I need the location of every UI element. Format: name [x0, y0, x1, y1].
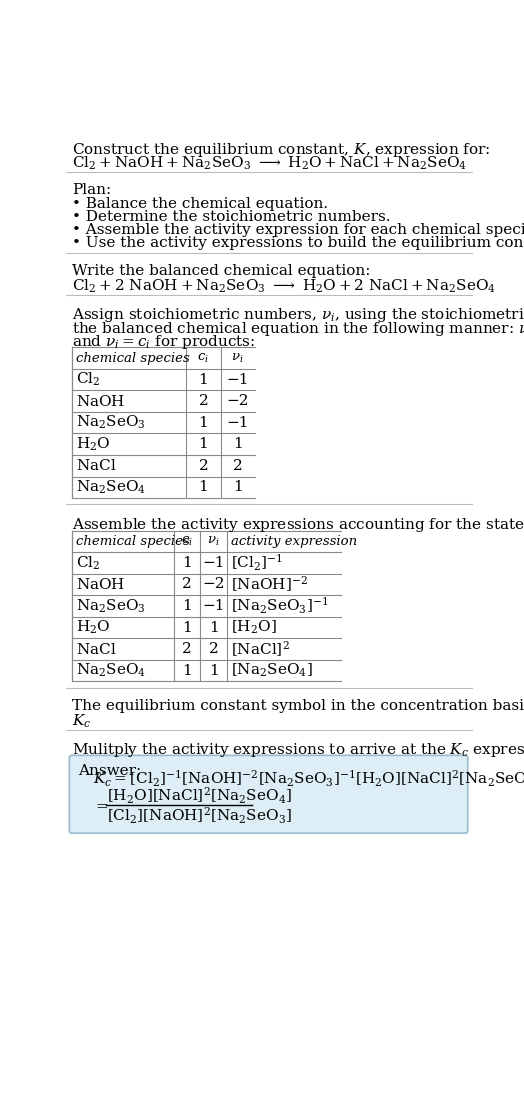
Text: 1: 1: [199, 438, 209, 451]
Text: 2: 2: [182, 642, 192, 656]
Text: 1: 1: [199, 416, 209, 430]
Text: −1: −1: [226, 416, 249, 430]
Text: $\mathrm{NaCl}$: $\mathrm{NaCl}$: [75, 642, 116, 657]
Text: −1: −1: [202, 556, 225, 569]
Text: 1: 1: [233, 438, 243, 451]
Text: $c_i$: $c_i$: [198, 351, 210, 364]
Text: 2: 2: [182, 577, 192, 591]
Text: 1: 1: [209, 664, 219, 678]
Text: 1: 1: [182, 556, 192, 569]
Text: chemical species: chemical species: [75, 351, 189, 364]
Text: $\mathrm{Na_2SeO_4}$: $\mathrm{Na_2SeO_4}$: [75, 661, 146, 679]
Text: • Assemble the activity expression for each chemical species.: • Assemble the activity expression for e…: [72, 224, 524, 237]
Text: Plan:: Plan:: [72, 183, 111, 197]
Text: $[\mathrm{Cl_2}]^{-1}$: $[\mathrm{Cl_2}]^{-1}$: [231, 553, 283, 573]
Text: $[\mathrm{H_2O}]$: $[\mathrm{H_2O}]$: [231, 619, 276, 636]
Text: $[\mathrm{Cl_2}][\mathrm{NaOH}]^{2}[\mathrm{Na_2SeO_3}]$: $[\mathrm{Cl_2}][\mathrm{NaOH}]^{2}[\mat…: [107, 805, 292, 826]
Text: 2: 2: [199, 459, 209, 473]
Text: 2: 2: [209, 642, 219, 656]
Text: −1: −1: [226, 373, 249, 386]
Text: $[\mathrm{NaOH}]^{-2}$: $[\mathrm{NaOH}]^{-2}$: [231, 575, 308, 595]
Text: The equilibrium constant symbol in the concentration basis is:: The equilibrium constant symbol in the c…: [72, 699, 524, 713]
Text: 1: 1: [182, 599, 192, 613]
Text: $\mathrm{NaOH}$: $\mathrm{NaOH}$: [75, 577, 125, 592]
Text: Write the balanced chemical equation:: Write the balanced chemical equation:: [72, 264, 370, 278]
Text: $\mathrm{Cl_2}$: $\mathrm{Cl_2}$: [75, 371, 100, 388]
Text: $[\mathrm{Na_2SeO_3}]^{-1}$: $[\mathrm{Na_2SeO_3}]^{-1}$: [231, 596, 328, 617]
Text: $\mathrm{H_2O}$: $\mathrm{H_2O}$: [75, 436, 110, 453]
Text: activity expression: activity expression: [231, 534, 357, 547]
Text: 1: 1: [199, 480, 209, 495]
Text: 2: 2: [199, 394, 209, 408]
Text: $[\mathrm{Na_2SeO_4}]$: $[\mathrm{Na_2SeO_4}]$: [231, 661, 312, 679]
Text: 1: 1: [182, 664, 192, 678]
Text: Assemble the activity expressions accounting for the state of matter and $\nu_i$: Assemble the activity expressions accoun…: [72, 516, 524, 534]
Text: $[\mathrm{H_2O}][\mathrm{NaCl}]^{2}[\mathrm{Na_2SeO_4}]$: $[\mathrm{H_2O}][\mathrm{NaCl}]^{2}[\mat…: [107, 785, 292, 805]
Text: $\nu_i$: $\nu_i$: [208, 534, 220, 547]
Text: 1: 1: [182, 621, 192, 634]
Text: $K_c$: $K_c$: [72, 713, 91, 731]
Text: $\mathrm{Na_2SeO_3}$: $\mathrm{Na_2SeO_3}$: [75, 597, 145, 614]
Text: −2: −2: [226, 394, 249, 408]
Text: and $\nu_i = c_i$ for products:: and $\nu_i = c_i$ for products:: [72, 332, 255, 351]
Text: $c_i$: $c_i$: [181, 534, 193, 547]
Text: Answer:: Answer:: [78, 764, 141, 778]
Text: $\mathrm{Na_2SeO_3}$: $\mathrm{Na_2SeO_3}$: [75, 414, 145, 431]
Text: • Balance the chemical equation.: • Balance the chemical equation.: [72, 197, 328, 211]
Text: Construct the equilibrium constant, $K$, expression for:: Construct the equilibrium constant, $K$,…: [72, 140, 490, 159]
Text: $\mathrm{Na_2SeO_4}$: $\mathrm{Na_2SeO_4}$: [75, 478, 146, 496]
Text: • Use the activity expressions to build the equilibrium constant expression.: • Use the activity expressions to build …: [72, 236, 524, 250]
Text: 1: 1: [209, 621, 219, 634]
Text: −1: −1: [202, 599, 225, 613]
Text: $\nu_i$: $\nu_i$: [231, 351, 244, 364]
Text: $\mathrm{NaOH}$: $\mathrm{NaOH}$: [75, 394, 125, 409]
Text: $[\mathrm{NaCl}]^{2}$: $[\mathrm{NaCl}]^{2}$: [231, 640, 289, 659]
Text: the balanced chemical equation in the following manner: $\nu_i = -c_i$ for react: the balanced chemical equation in the fo…: [72, 319, 524, 338]
Text: −2: −2: [202, 577, 225, 591]
Text: 2: 2: [233, 459, 243, 473]
Text: $=$: $=$: [93, 799, 110, 813]
Text: chemical species: chemical species: [75, 534, 189, 547]
Text: $\mathrm{Cl_2 + 2\ NaOH + Na_2SeO_3 \ \longrightarrow \ H_2O + 2\ NaCl + Na_2SeO: $\mathrm{Cl_2 + 2\ NaOH + Na_2SeO_3 \ \l…: [72, 278, 496, 295]
Text: • Determine the stoichiometric numbers.: • Determine the stoichiometric numbers.: [72, 211, 390, 224]
Text: 1: 1: [199, 373, 209, 386]
Text: $\mathrm{NaCl}$: $\mathrm{NaCl}$: [75, 459, 116, 473]
Text: $K_c = [\mathrm{Cl_2}]^{-1}[\mathrm{NaOH}]^{-2}[\mathrm{Na_2SeO_3}]^{-1}[\mathrm: $K_c = [\mathrm{Cl_2}]^{-1}[\mathrm{NaOH…: [93, 769, 524, 790]
Text: $\mathrm{H_2O}$: $\mathrm{H_2O}$: [75, 619, 110, 636]
Text: $\mathrm{Cl_2}$: $\mathrm{Cl_2}$: [75, 554, 100, 572]
Text: $\mathrm{Cl_2 + NaOH + Na_2SeO_3 \ \longrightarrow \ H_2O + NaCl + Na_2SeO_4}$: $\mathrm{Cl_2 + NaOH + Na_2SeO_3 \ \long…: [72, 155, 467, 172]
FancyBboxPatch shape: [69, 756, 468, 833]
Text: Assign stoichiometric numbers, $\nu_i$, using the stoichiometric coefficients, $: Assign stoichiometric numbers, $\nu_i$, …: [72, 306, 524, 325]
Text: 1: 1: [233, 480, 243, 495]
Text: Mulitply the activity expressions to arrive at the $K_c$ expression:: Mulitply the activity expressions to arr…: [72, 742, 524, 759]
